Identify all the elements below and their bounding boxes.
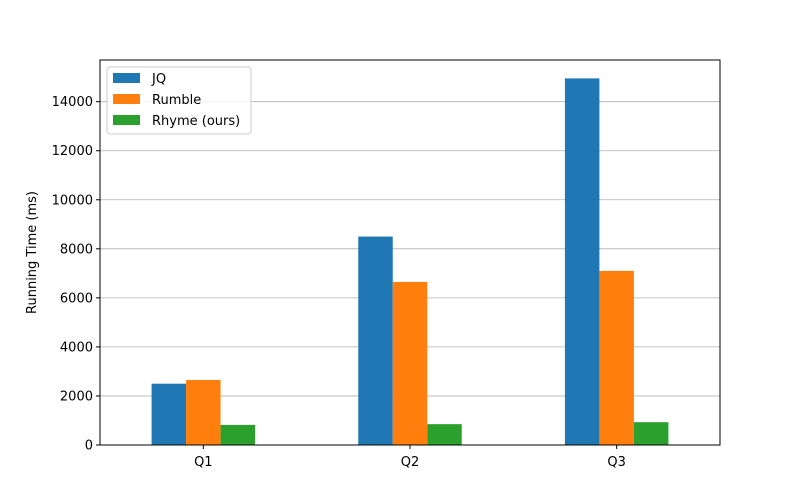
bar-rhyme-ours-q2 [427, 424, 462, 445]
bar-jq-q1 [151, 383, 187, 445]
legend-label: JQ [151, 72, 166, 87]
bar-jq-q3 [564, 78, 600, 445]
bar-rumble-q2 [392, 281, 428, 445]
legend-swatch [113, 94, 140, 104]
bar-rhyme-ours-q1 [220, 424, 256, 445]
y-tick-label: 14000 [52, 95, 93, 110]
legend-swatch [113, 115, 140, 125]
legend-swatch [113, 73, 140, 83]
bars [151, 78, 669, 445]
legend-label: Rumble [152, 93, 201, 108]
y-axis-title: Running Time (ms) [25, 191, 40, 314]
y-tick-label: 0 [85, 439, 93, 454]
bar-rumble-q3 [599, 270, 634, 445]
x-tick-label: Q2 [401, 455, 420, 470]
y-tick-label: 10000 [52, 193, 93, 208]
y-tick-label: 2000 [60, 389, 93, 404]
y-axis: 0 2000 4000 6000 8000 10000 12000 14000 [52, 95, 100, 454]
y-tick-label: 6000 [60, 291, 93, 306]
y-tick-label: 4000 [60, 340, 93, 355]
legend: JQ Rumble Rhyme (ours) [106, 66, 252, 135]
legend-box [106, 66, 252, 135]
y-tick-label: 12000 [52, 144, 93, 159]
x-axis: Q1 Q2 Q3 [194, 445, 626, 470]
x-tick-label: Q3 [607, 455, 626, 470]
bar-rhyme-ours-q3 [633, 422, 669, 445]
y-tick-label: 8000 [60, 242, 93, 257]
legend-label: Rhyme (ours) [152, 114, 240, 129]
x-tick-label: Q1 [194, 455, 213, 470]
bar-jq-q2 [358, 236, 393, 445]
bar-rumble-q1 [186, 380, 221, 445]
